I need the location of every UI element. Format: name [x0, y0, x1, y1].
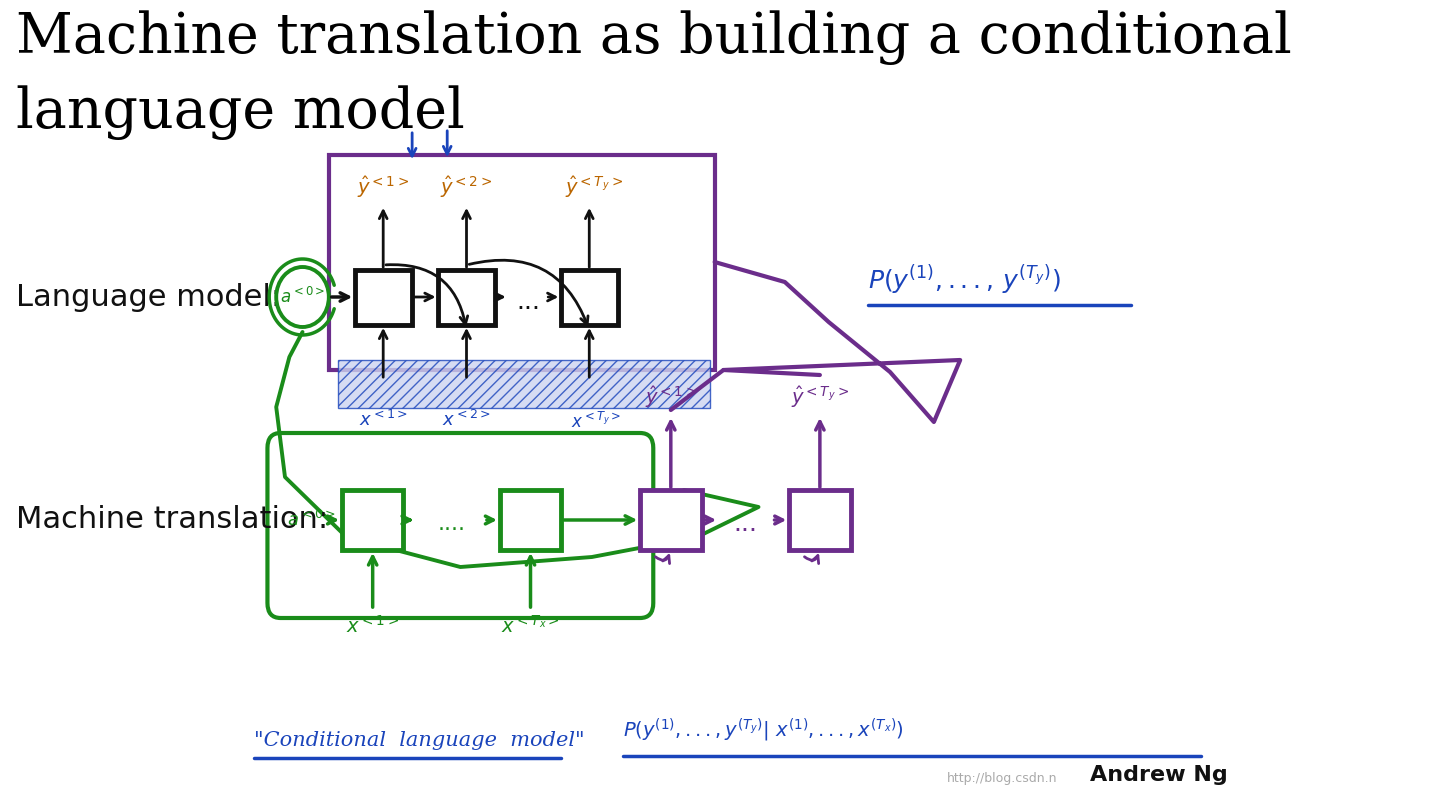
- Text: Machine translation:: Machine translation:: [16, 506, 327, 534]
- FancyArrowPatch shape: [379, 331, 388, 378]
- Text: Andrew Ng: Andrew Ng: [1090, 765, 1228, 785]
- Text: $x^{<1>}$: $x^{<1>}$: [359, 410, 408, 430]
- Text: $a^{<0>}$: $a^{<0>}$: [287, 510, 336, 530]
- Text: $a^{<0>}$: $a^{<0>}$: [280, 287, 326, 307]
- FancyArrowPatch shape: [332, 293, 349, 301]
- Text: Machine translation as building a conditional: Machine translation as building a condit…: [16, 10, 1291, 65]
- Circle shape: [276, 267, 329, 327]
- FancyArrowPatch shape: [444, 130, 451, 154]
- FancyBboxPatch shape: [267, 433, 653, 618]
- Text: http://blog.csdn.n: http://blog.csdn.n: [946, 772, 1057, 785]
- Text: ....: ....: [438, 514, 465, 534]
- FancyArrowPatch shape: [704, 516, 712, 524]
- Bar: [790, 490, 850, 550]
- Bar: [438, 270, 495, 325]
- FancyArrowPatch shape: [564, 516, 633, 524]
- Text: $P(y^{(1)}, ...,\, y^{(T_y)})$: $P(y^{(1)}, ...,\, y^{(T_y)})$: [869, 263, 1061, 297]
- FancyArrowPatch shape: [804, 555, 819, 563]
- Text: "Conditional  language  model": "Conditional language model": [254, 730, 584, 750]
- FancyArrowPatch shape: [462, 331, 471, 378]
- Text: $\hat{y}^{<T_y>}$: $\hat{y}^{<T_y>}$: [564, 174, 623, 200]
- Polygon shape: [337, 360, 711, 408]
- FancyArrowPatch shape: [495, 293, 503, 301]
- Bar: [640, 490, 702, 550]
- FancyArrowPatch shape: [379, 211, 388, 267]
- Text: $\hat{y}^{<2>}$: $\hat{y}^{<2>}$: [441, 174, 493, 200]
- FancyArrowPatch shape: [816, 422, 824, 487]
- FancyArrowPatch shape: [527, 557, 534, 607]
- Text: language model: language model: [16, 85, 464, 140]
- FancyArrowPatch shape: [402, 516, 409, 524]
- FancyArrowPatch shape: [586, 331, 593, 378]
- FancyArrowPatch shape: [666, 422, 675, 487]
- FancyArrowPatch shape: [408, 133, 416, 156]
- Bar: [500, 490, 561, 550]
- FancyArrowPatch shape: [462, 211, 471, 267]
- Text: $\hat{y}^{<T_y>}$: $\hat{y}^{<T_y>}$: [791, 384, 849, 410]
- Text: $x^{<T_y>}$: $x^{<T_y>}$: [572, 412, 622, 432]
- FancyArrowPatch shape: [369, 557, 376, 607]
- FancyArrowPatch shape: [470, 260, 587, 325]
- Text: ...: ...: [734, 512, 757, 536]
- Text: ...: ...: [516, 290, 540, 314]
- Text: $\hat{y}^{<1>}$: $\hat{y}^{<1>}$: [358, 174, 409, 200]
- Bar: [329, 155, 715, 370]
- Bar: [561, 270, 619, 325]
- Bar: [342, 490, 404, 550]
- Text: $x^{<1>}$: $x^{<1>}$: [346, 615, 399, 637]
- FancyArrowPatch shape: [547, 293, 556, 301]
- FancyArrowPatch shape: [415, 293, 432, 301]
- Text: $x^{<2>}$: $x^{<2>}$: [442, 410, 491, 430]
- FancyArrowPatch shape: [774, 516, 783, 524]
- Text: $P(y^{(1)},...,y^{(T_y)}|\ x^{(1)},...,x^{(T_x)})$: $P(y^{(1)},...,y^{(T_y)}|\ x^{(1)},...,x…: [623, 717, 903, 744]
- FancyArrowPatch shape: [327, 516, 336, 524]
- FancyArrowPatch shape: [386, 265, 468, 324]
- Text: Language model:: Language model:: [16, 282, 281, 311]
- FancyArrowPatch shape: [586, 211, 593, 267]
- Bar: [355, 270, 412, 325]
- Text: $x^{<T_x>}$: $x^{<T_x>}$: [501, 615, 560, 637]
- FancyArrowPatch shape: [655, 555, 669, 563]
- FancyArrowPatch shape: [485, 516, 493, 524]
- Text: $\hat{y}^{<1>}$: $\hat{y}^{<1>}$: [645, 384, 696, 410]
